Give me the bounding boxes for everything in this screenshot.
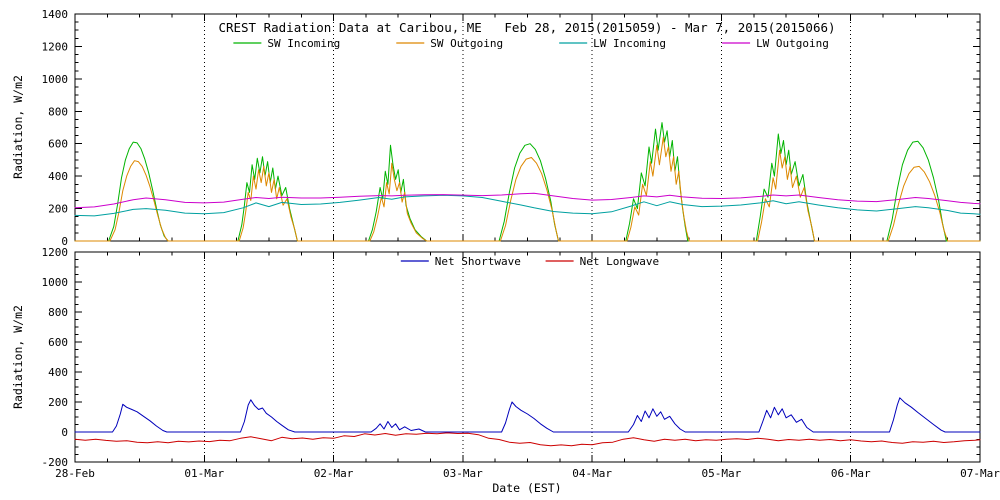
legend-item-sw-incoming: SW Incoming [233, 37, 340, 50]
plot-frame [74, 13, 981, 242]
chart-title: CREST Radiation Data at Caribou, ME Feb … [218, 20, 835, 35]
y-tick-label: 800 [48, 105, 68, 118]
x-tick-label: 02-Mar [314, 467, 354, 480]
y-tick-label: 800 [48, 306, 68, 319]
legend-label-sw-outgoing: SW Outgoing [430, 37, 503, 50]
x-tick-label: 28-Feb [55, 467, 95, 480]
y-tick-label: 1000 [42, 276, 69, 289]
y-tick-label: 1200 [42, 40, 69, 53]
series-line-net-shortwave [74, 397, 981, 433]
y-tick-label: 200 [48, 203, 68, 216]
legend-item-lw-outgoing: LW Outgoing [722, 37, 829, 50]
series-line-sw-outgoing [74, 136, 981, 242]
series-line-sw-incoming [74, 122, 981, 242]
legend-item-lw-incoming: LW Incoming [559, 37, 666, 50]
legend-label-net-longwave: Net Longwave [580, 255, 659, 268]
plot-frame [74, 251, 981, 463]
y-tick-label: 200 [48, 396, 68, 409]
y-tick-label: 400 [48, 366, 68, 379]
x-tick-label: 07-Mar [960, 467, 1000, 480]
series-line-net-longwave [74, 432, 981, 447]
bottom-plot: -200 0 200 400 600 800 1000 1200 28-Feb 01-Mar 02-… [42, 246, 1000, 480]
legend-label-lw-outgoing: LW Outgoing [756, 37, 829, 50]
legend-item-net-shortwave: Net Shortwave [400, 255, 521, 268]
y-tick-label: 0 [61, 235, 68, 248]
series-line-lw-outgoing [74, 192, 981, 209]
x-axis-label: Date (EST) [492, 481, 561, 495]
y-tick-label: 1200 [42, 246, 69, 259]
x-tick-label: 03-Mar [443, 467, 483, 480]
series-line-lw-incoming [74, 194, 981, 217]
bottom-plot-ylabel: Radiation, W/m2 [11, 305, 25, 409]
y-tick-label: 600 [48, 138, 68, 151]
legend-label-sw-incoming: SW Incoming [267, 37, 340, 50]
legend-item-net-longwave: Net Longwave [545, 255, 659, 268]
legend-label-net-shortwave: Net Shortwave [435, 255, 521, 268]
x-tick-label: 01-Mar [184, 467, 224, 480]
y-tick-label: 1400 [42, 8, 69, 21]
legend-label-lw-incoming: LW Incoming [593, 37, 666, 50]
y-tick-label: -200 [42, 456, 69, 469]
y-tick-label: 1000 [42, 73, 69, 86]
y-tick-label: 600 [48, 336, 68, 349]
top-plot-ylabel: Radiation, W/m2 [11, 75, 25, 179]
y-tick-label: 400 [48, 170, 68, 183]
top-plot: 0 200 400 600 800 1000 1200 1400 SW Incoming SW O… [42, 8, 981, 248]
x-tick-label: 06-Mar [831, 467, 871, 480]
legend-item-sw-outgoing: SW Outgoing [396, 37, 503, 50]
x-tick-label: 05-Mar [702, 467, 742, 480]
y-tick-label: 0 [61, 426, 68, 439]
x-tick-label: 04-Mar [572, 467, 612, 480]
